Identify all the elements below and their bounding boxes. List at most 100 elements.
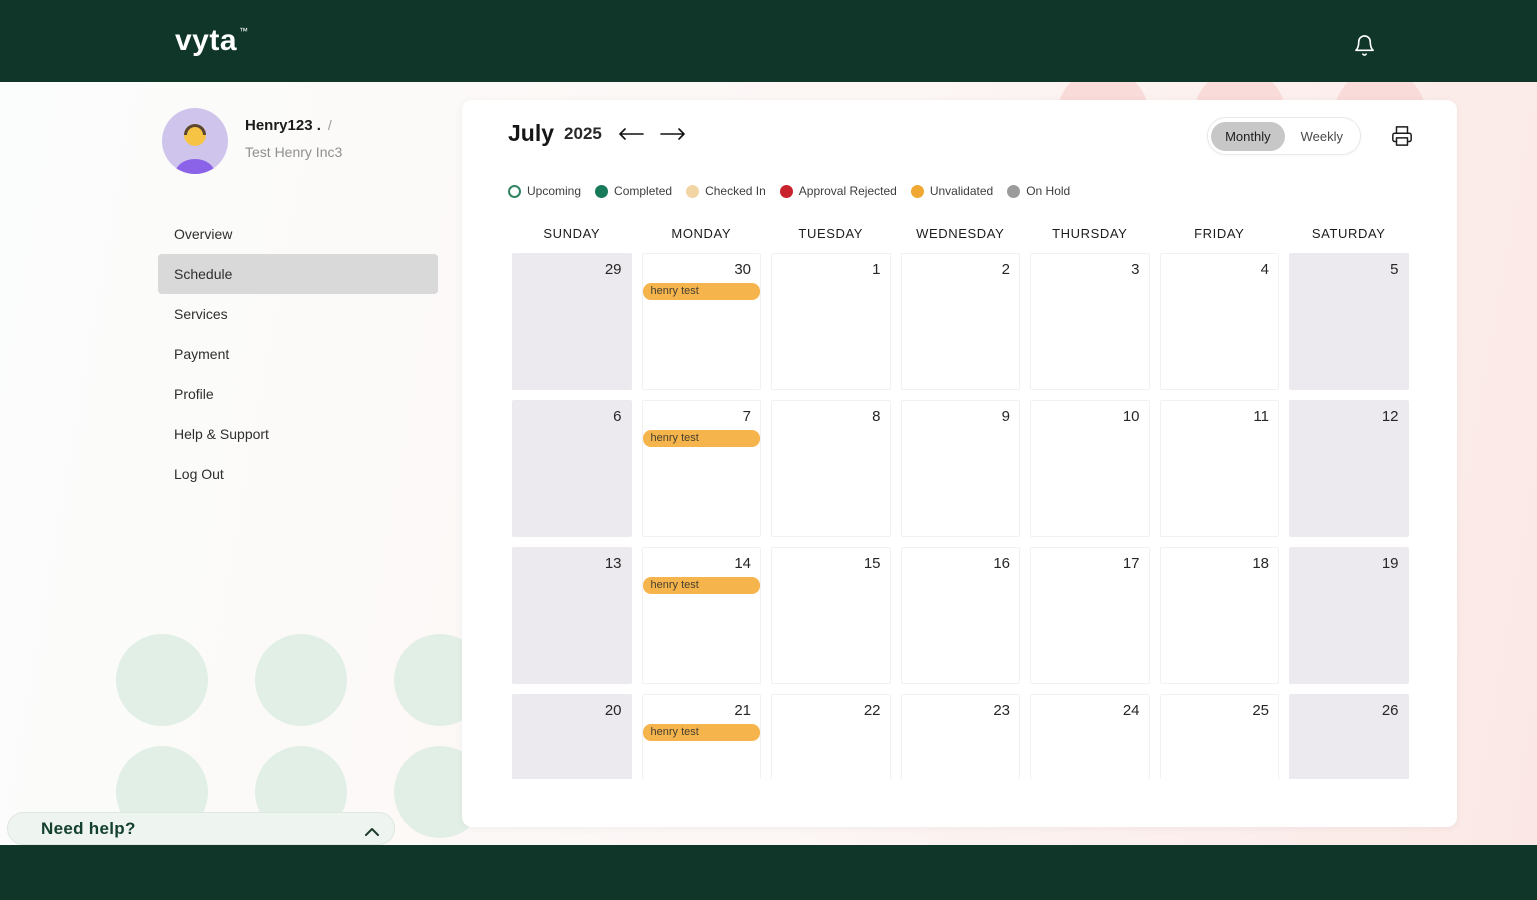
need-help-button[interactable]: Need help? [7, 812, 395, 845]
calendar-day-cell[interactable]: 4 [1159, 253, 1279, 390]
decorative-circle [255, 634, 347, 726]
calendar-day-cell[interactable]: 20 [512, 694, 632, 779]
day-header-thursday: Thursday [1052, 226, 1128, 241]
legend-dot [508, 184, 521, 198]
events-container: henry test [642, 430, 760, 447]
sidebar-item-schedule[interactable]: Schedule [158, 254, 438, 294]
legend-item-approval-rejected: Approval Rejected [779, 184, 897, 198]
event-pill[interactable]: henry test [642, 283, 760, 300]
calendar-card: July 2025 Monthly Weekly Upcoming Complete… [462, 100, 1457, 827]
sidebar-item-help-support[interactable]: Help & Support [174, 426, 269, 442]
calendar-day-cell[interactable]: 5 [1289, 253, 1409, 390]
top-nav-bar: vyta ™ [0, 0, 1537, 82]
notifications-bell-icon[interactable] [1353, 33, 1376, 63]
day-number: 7 [742, 408, 751, 425]
calendar-day-cell[interactable]: 17 [1030, 547, 1150, 684]
calendar-day-cell[interactable]: 21 henry test [641, 694, 761, 779]
legend-dot [910, 184, 924, 198]
view-monthly-button[interactable]: Monthly [1211, 121, 1285, 151]
day-number: 5 [1390, 261, 1399, 278]
view-weekly-button[interactable]: Weekly [1300, 128, 1343, 144]
calendar-day-cell[interactable]: 22 [771, 694, 891, 779]
sidebar-item-payment[interactable]: Payment [174, 346, 230, 362]
month-title: July [508, 120, 555, 146]
calendar-day-cell[interactable]: 12 [1289, 400, 1409, 537]
legend-item-upcoming: Upcoming [508, 184, 581, 198]
view-toggle: Monthly Weekly [1207, 117, 1361, 155]
calendar-day-cell[interactable]: 23 [900, 694, 1020, 779]
sidebar-item-profile[interactable]: Profile [174, 386, 214, 402]
calendar-day-cell[interactable]: 13 [512, 547, 632, 684]
vyta-logo-text: vyta [175, 24, 238, 57]
calendar-day-cell[interactable]: 25 [1159, 694, 1279, 779]
calendar-day-cell[interactable]: 2 [900, 253, 1020, 390]
calendar-day-cell[interactable]: 15 [771, 547, 891, 684]
profile-name: Henry123 . / [245, 117, 342, 134]
calendar-day-cell[interactable]: 9 [900, 400, 1020, 537]
legend-label: Unvalidated [929, 184, 994, 198]
calendar-day-cell[interactable]: 30 henry test [641, 253, 761, 390]
legend-label: Upcoming [527, 184, 582, 198]
day-number: 22 [863, 702, 881, 719]
events-container: henry test [642, 724, 760, 741]
sidebar-item-services[interactable]: Services [174, 306, 228, 322]
legend-item-checked-in: Checked In [686, 184, 766, 198]
day-number: 6 [613, 408, 622, 425]
day-number: 13 [604, 555, 622, 572]
calendar-day-cell[interactable]: 7 henry test [641, 400, 761, 537]
day-number: 25 [1252, 702, 1269, 719]
calendar-day-cell[interactable]: 16 [900, 547, 1020, 684]
legend-item-unvalidated: Unvalidated [910, 184, 994, 198]
legend: Upcoming Completed Checked In Approval Reje… [508, 184, 1070, 198]
day-header-sunday: Sunday [543, 226, 601, 241]
legend-item-on-hold: On Hold [1007, 184, 1070, 198]
calendar-day-cell[interactable]: 18 [1159, 547, 1279, 684]
avatar [162, 108, 228, 174]
day-header-wednesday: Wednesday [916, 226, 1005, 241]
event-pill[interactable]: henry test [642, 577, 760, 594]
day-number: 15 [863, 555, 881, 572]
sidebar-item-overview[interactable]: Overview [174, 226, 233, 242]
profile-name-text: Henry123 . [245, 117, 321, 134]
event-pill[interactable]: henry test [642, 430, 760, 447]
day-number: 17 [1122, 555, 1140, 572]
calendar-day-cell[interactable]: 14 henry test [641, 547, 761, 684]
day-number: 24 [1122, 702, 1140, 719]
event-pill[interactable]: henry test [642, 724, 760, 741]
day-number: 9 [1001, 408, 1010, 425]
day-number: 14 [734, 555, 751, 572]
calendar-day-cell[interactable]: 3 [1030, 253, 1150, 390]
legend-dot [686, 184, 700, 198]
need-help-label: Need help? [41, 818, 136, 838]
day-number: 18 [1252, 555, 1269, 572]
calendar-day-cell[interactable]: 6 [512, 400, 632, 537]
day-number: 16 [993, 555, 1010, 572]
legend-label: Completed [614, 184, 673, 198]
prev-month-button[interactable] [618, 127, 644, 141]
sidebar-item-log-out[interactable]: Log Out [174, 466, 224, 482]
day-number: 4 [1260, 261, 1269, 278]
calendar-day-cell[interactable]: 19 [1289, 547, 1409, 684]
year-title: 2025 [564, 123, 602, 143]
calendar-day-cell[interactable]: 10 [1030, 400, 1150, 537]
calendar-day-cell[interactable]: 8 [771, 400, 891, 537]
print-icon[interactable] [1391, 125, 1413, 152]
profile-name-suffix: / [327, 117, 332, 133]
calendar-day-cell[interactable]: 11 [1159, 400, 1279, 537]
day-number: 26 [1381, 702, 1399, 719]
calendar-day-cell[interactable]: 1 [771, 253, 891, 390]
calendar-day-cell[interactable]: 24 [1030, 694, 1150, 779]
legend-dot [595, 184, 609, 198]
calendar-day-cell[interactable]: 26 [1289, 694, 1409, 779]
next-month-button[interactable] [660, 127, 686, 141]
profile-info: Henry123 . / Test Henry Inc3 [245, 117, 342, 160]
day-number: 11 [1253, 408, 1269, 425]
day-number: 1 [872, 261, 881, 278]
day-header-monday: Monday [671, 226, 732, 241]
day-number: 12 [1381, 408, 1399, 425]
legend-label: Checked In [705, 184, 766, 198]
day-number: 10 [1122, 408, 1140, 425]
day-number: 3 [1131, 261, 1140, 278]
calendar-grid: 29 30 henry test 1 2 3 4 5 6 7 henry test 8 9 10 11 12 1… [512, 253, 1409, 779]
calendar-day-cell[interactable]: 29 [512, 253, 632, 390]
